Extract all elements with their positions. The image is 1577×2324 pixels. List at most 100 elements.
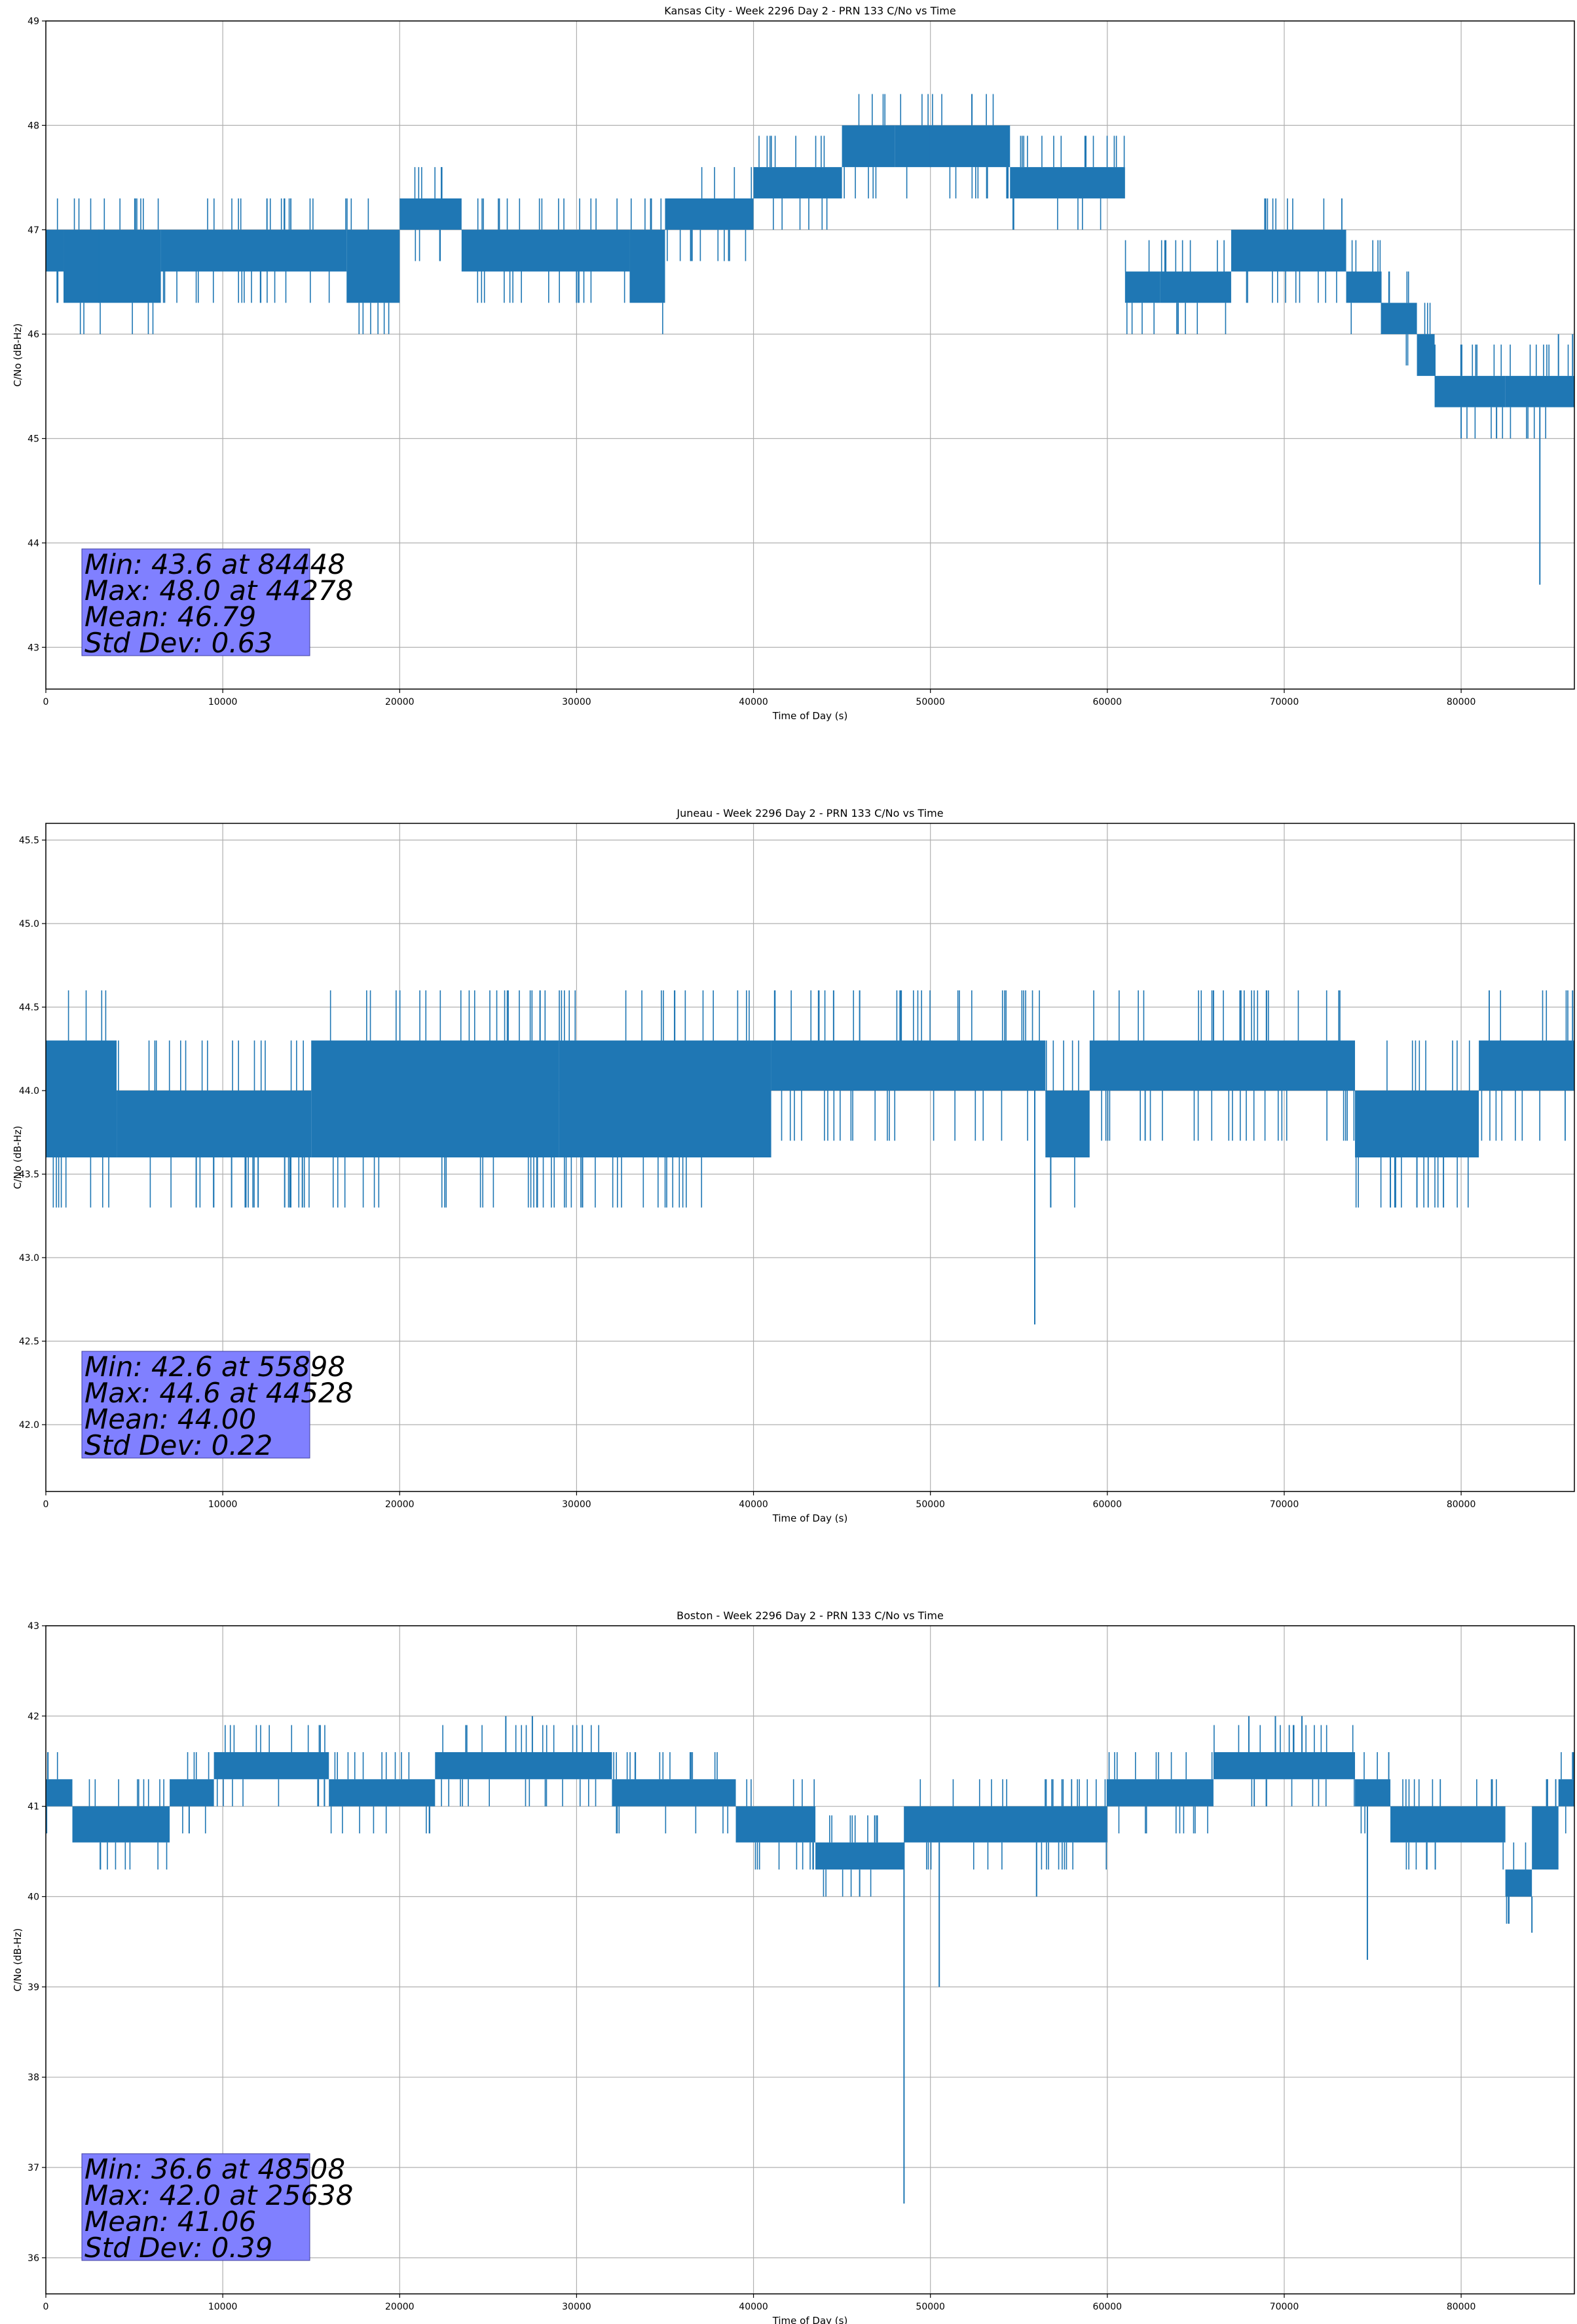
y-tick-label: 44 <box>28 538 39 549</box>
x-tick-label: 80000 <box>1447 2302 1476 2312</box>
cno-band-segment <box>629 229 665 303</box>
cno-band-segment <box>399 198 462 230</box>
cno-band-segment <box>1381 303 1417 335</box>
cno-band-segment <box>46 1040 117 1157</box>
cno-band-segment <box>753 167 842 198</box>
cno-band-segment <box>117 1091 312 1157</box>
x-tick-label: 50000 <box>916 2302 945 2312</box>
y-tick-label: 43.0 <box>19 1253 39 1264</box>
stats-line: Max: 48.0 at 44278 <box>84 574 353 607</box>
stats-line: Min: 42.6 at 55898 <box>84 1351 345 1383</box>
x-axis-label: Time of Day (s) <box>772 2315 848 2324</box>
y-tick-label: 37 <box>28 2163 39 2173</box>
x-tick-label: 20000 <box>385 1499 415 1510</box>
cno-band-segment <box>1355 1779 1391 1807</box>
cno-band-segment <box>64 229 161 303</box>
cno-band-segment <box>1010 167 1125 198</box>
x-tick-label: 70000 <box>1270 1499 1299 1510</box>
cno-band-segment <box>435 1752 612 1780</box>
cno-band-segment <box>1160 271 1231 303</box>
y-tick-label: 38 <box>28 2072 39 2083</box>
chart-title: Kansas City - Week 2296 Day 2 - PRN 133 … <box>664 5 955 17</box>
plot-frame <box>45 20 1575 690</box>
cno-band-segment <box>170 1779 214 1807</box>
charts: 0 10000 20000 30000 40000 50000 60000 70000 8000… <box>12 5 1575 2324</box>
cno-band-segment <box>1417 334 1435 376</box>
y-tick-label: 42.5 <box>19 1337 39 1347</box>
x-tick-label: 70000 <box>1270 2302 1299 2312</box>
x-tick-label: 60000 <box>1093 2302 1122 2312</box>
y-tick-label: 39 <box>28 1982 39 1993</box>
y-tick-label: 47 <box>28 225 39 236</box>
cno-band-segment <box>1434 375 1506 407</box>
y-axis-label: C/No (dB-Hz) <box>12 1928 24 1992</box>
cno-band-segment <box>771 1040 1046 1091</box>
cno-band-segment <box>1390 1806 1506 1843</box>
cno-band-segment <box>1089 1040 1356 1091</box>
y-tick-label: 45.5 <box>19 836 39 846</box>
y-tick-label: 46 <box>28 329 39 340</box>
cno-band-segment <box>1505 1869 1532 1897</box>
stats-line: Min: 36.6 at 48508 <box>84 2153 345 2185</box>
cno-band-segment <box>904 1806 1107 1843</box>
chart-panel-2: 0 10000 20000 30000 40000 50000 60000 70000 8000… <box>12 807 1575 1524</box>
cno-band-segment <box>1558 1779 1574 1807</box>
cno-band-segment <box>665 198 754 230</box>
x-tick-label: 0 <box>43 2302 49 2312</box>
cno-band-segment <box>612 1779 736 1807</box>
x-tick-label: 30000 <box>562 697 591 707</box>
cno-band-segment <box>1532 1806 1559 1870</box>
cno-band-segment <box>213 1752 329 1780</box>
y-axis-label: C/No (dB-Hz) <box>12 1126 24 1190</box>
cno-band-segment <box>311 1040 559 1157</box>
x-tick-label: 40000 <box>739 2302 768 2312</box>
stats-line: Std Dev: 0.63 <box>84 627 272 659</box>
y-tick-label: 40 <box>28 1892 39 1903</box>
x-tick-label: 50000 <box>916 1499 945 1510</box>
y-tick-label: 36 <box>28 2253 39 2264</box>
x-axis-label: Time of Day (s) <box>772 710 848 722</box>
x-tick-label: 40000 <box>739 697 768 707</box>
cno-band-segment <box>329 1779 436 1807</box>
plot-frame <box>45 1625 1575 2295</box>
x-tick-label: 0 <box>43 697 49 707</box>
chart-panel-3: 0 10000 20000 30000 40000 50000 60000 70000 8000… <box>12 1609 1575 2324</box>
cno-band-segment <box>160 229 347 272</box>
cno-band-segment <box>46 1779 73 1807</box>
x-tick-label: 60000 <box>1093 697 1122 707</box>
stats-line: Max: 42.0 at 25638 <box>84 2179 353 2211</box>
cno-band-segment <box>1213 1752 1356 1780</box>
cno-band-segment <box>559 1040 771 1157</box>
x-tick-label: 70000 <box>1270 697 1299 707</box>
cno-band-segment <box>1355 1091 1479 1157</box>
y-tick-label: 44.5 <box>19 1003 39 1013</box>
plot-frame <box>45 823 1575 1492</box>
cno-band-segment <box>815 1842 904 1870</box>
cno-band-segment <box>1346 271 1382 303</box>
cno-band-segment <box>735 1806 816 1843</box>
cno-band-segment <box>1045 1091 1090 1157</box>
x-tick-label: 0 <box>43 1499 49 1510</box>
x-tick-label: 80000 <box>1447 697 1476 707</box>
cno-series <box>46 990 1574 1324</box>
x-tick-label: 10000 <box>208 697 238 707</box>
cno-band-segment <box>1505 375 1574 407</box>
y-tick-label: 49 <box>28 16 39 27</box>
y-tick-label: 44.0 <box>19 1086 39 1096</box>
stats-line: Min: 43.6 at 84448 <box>84 548 345 580</box>
cno-band-segment <box>1479 1040 1574 1091</box>
x-tick-label: 10000 <box>208 2302 238 2312</box>
chart-title: Juneau - Week 2296 Day 2 - PRN 133 C/No … <box>676 807 943 819</box>
x-tick-label: 30000 <box>562 1499 591 1510</box>
x-tick-label: 30000 <box>562 2302 591 2312</box>
stats-line: Mean: 46.79 <box>84 601 256 633</box>
y-tick-label: 42.0 <box>19 1420 39 1431</box>
stats-line: Mean: 44.00 <box>84 1403 256 1435</box>
y-tick-label: 43 <box>28 1621 39 1632</box>
stats-box-background <box>81 548 310 656</box>
stats-line: Max: 44.6 at 44528 <box>84 1377 353 1409</box>
